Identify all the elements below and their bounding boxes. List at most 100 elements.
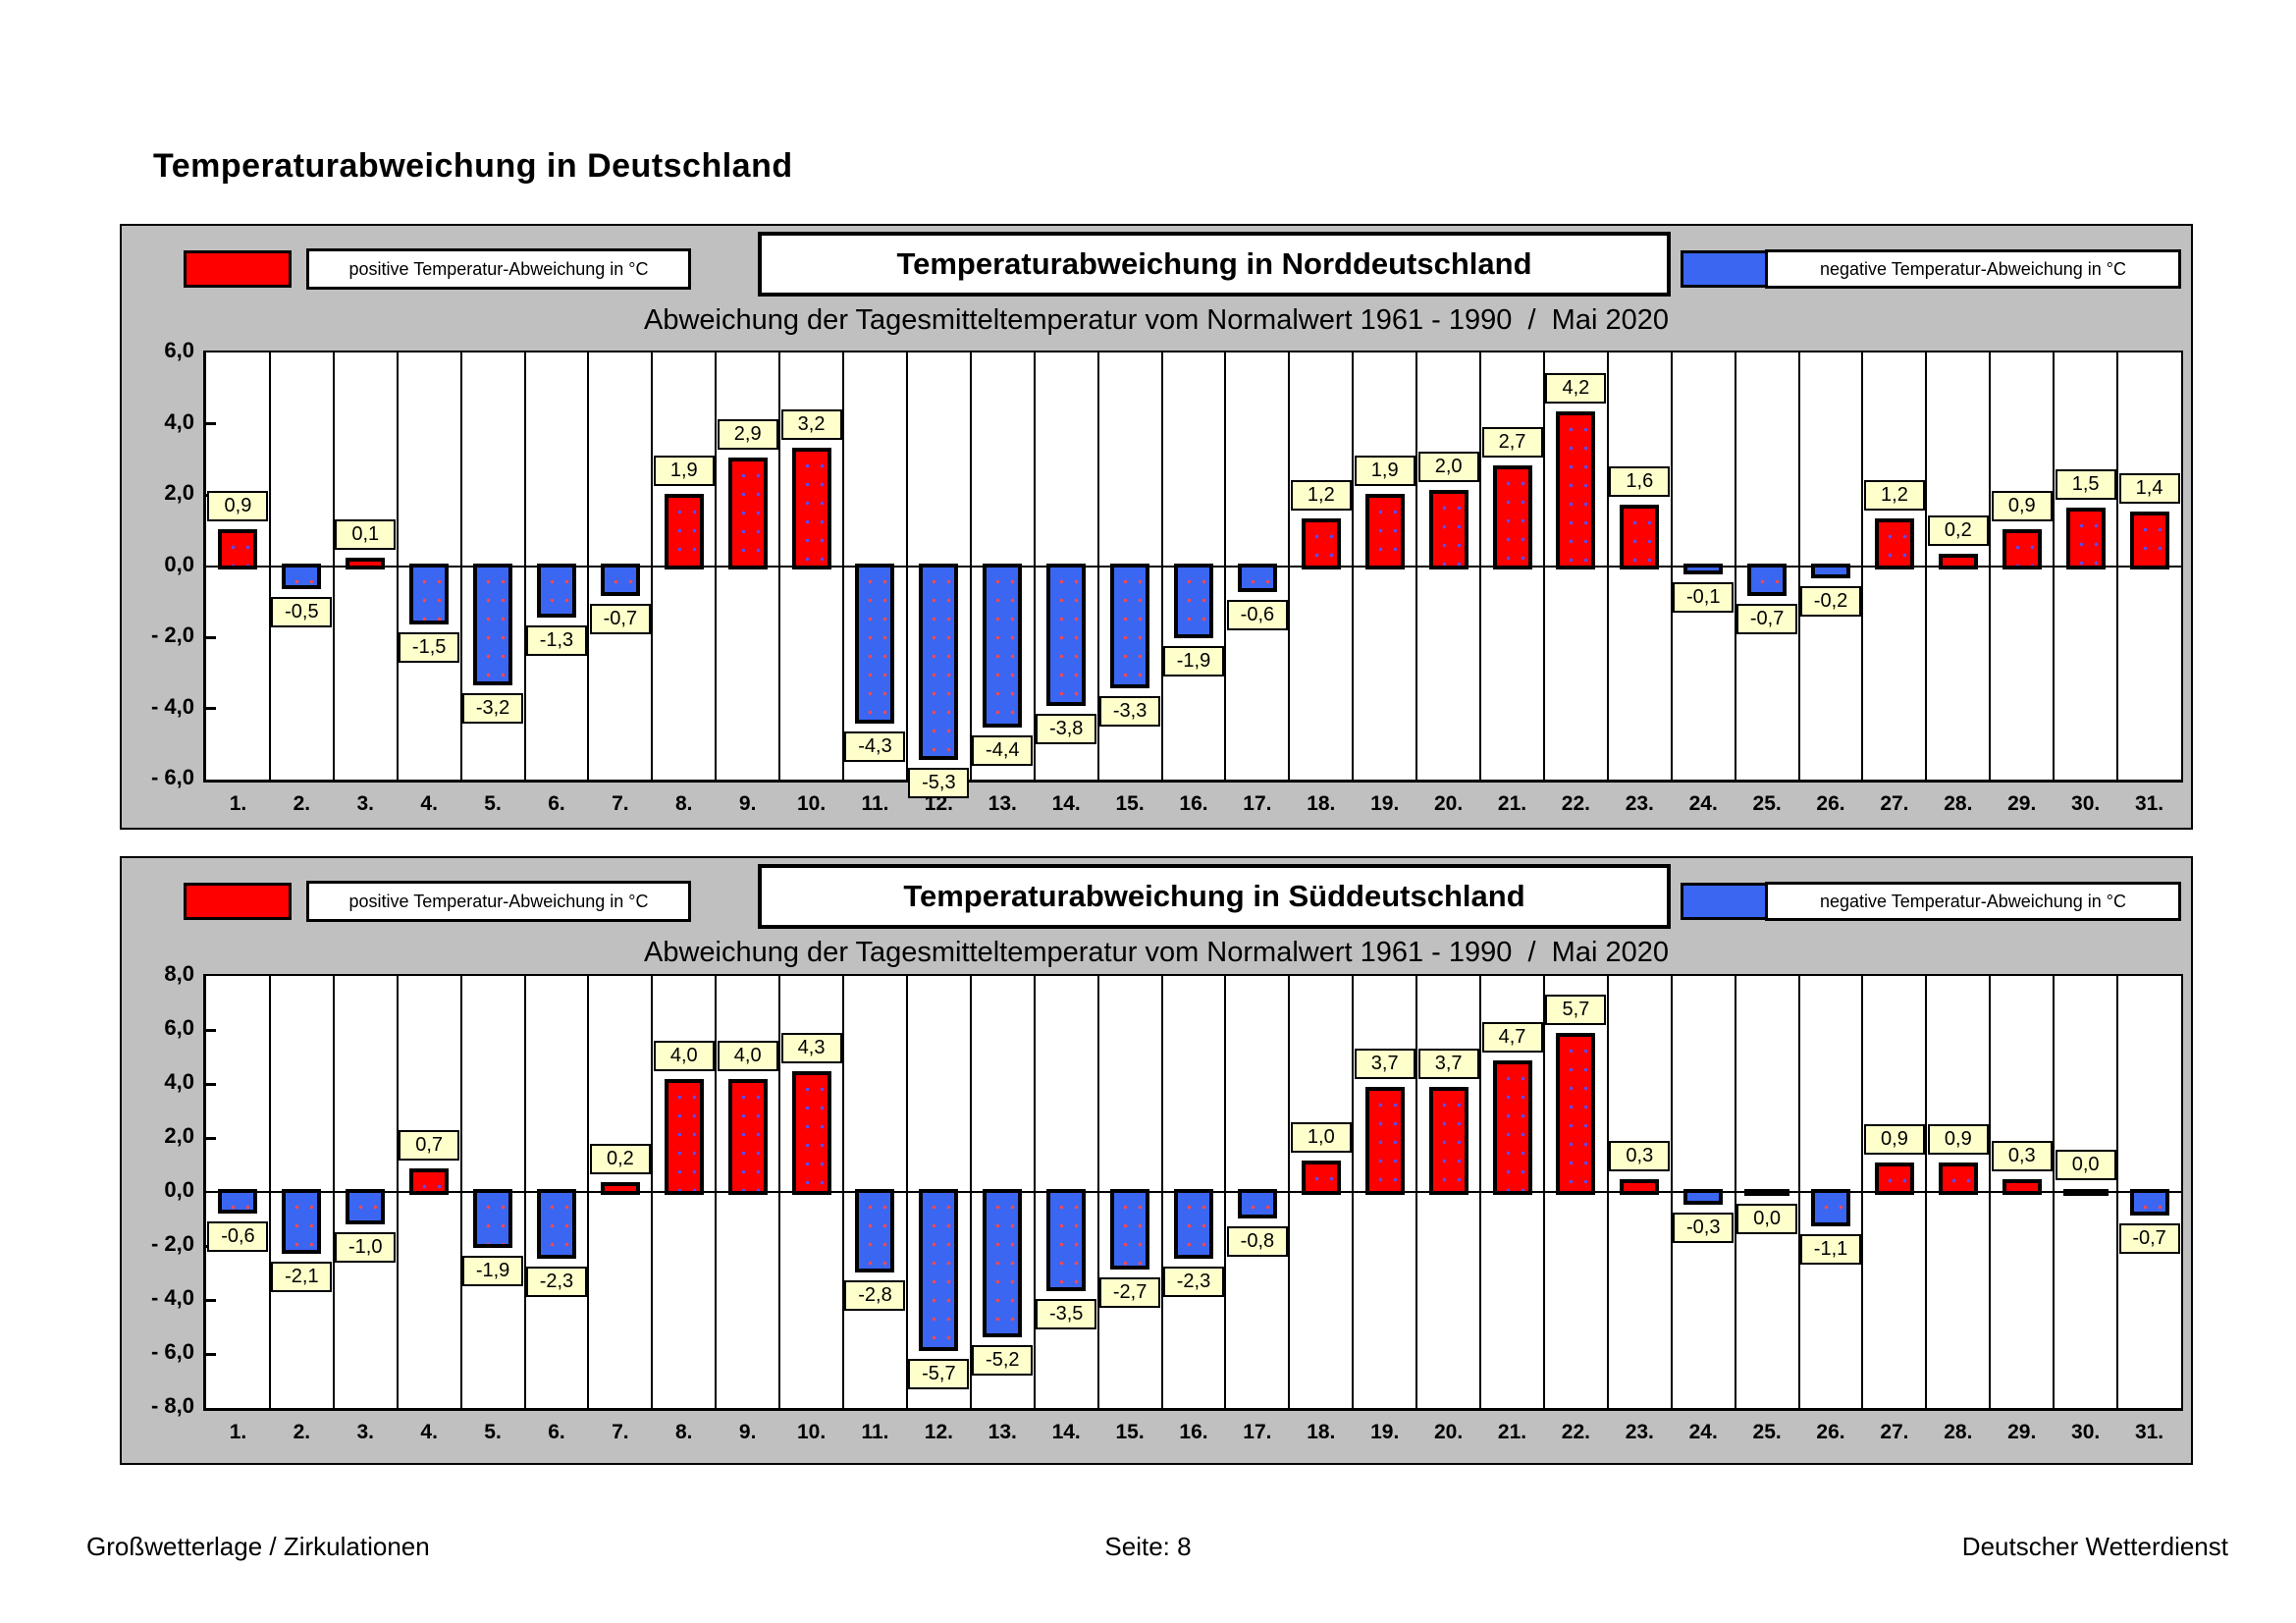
y-axis-tick xyxy=(206,1082,216,1086)
x-axis-label-day: 2. xyxy=(293,1421,311,1443)
bar-value-label-day-19: 1,9 xyxy=(1354,455,1415,486)
bar-day-16 xyxy=(1174,563,1213,639)
bar-day-16 xyxy=(1174,1189,1213,1260)
y-axis-label: 2,0 xyxy=(164,1123,194,1148)
bar-value-label-day-16: -2,3 xyxy=(1163,1267,1224,1298)
y-axis-label: 8,0 xyxy=(164,961,194,986)
bar-value-label-day-7: -0,7 xyxy=(589,603,651,634)
bar-value-label-day-20: 3,7 xyxy=(1417,1049,1479,1080)
bar-day-15 xyxy=(1110,563,1150,689)
x-axis-label-day: 6. xyxy=(548,1421,565,1443)
bar-value-label-day-15: -2,7 xyxy=(1099,1277,1161,1309)
x-axis-label-day: 30. xyxy=(2071,1421,2101,1443)
bar-day-8 xyxy=(664,493,704,569)
y-axis-tick xyxy=(206,1028,216,1032)
x-axis-label-day: 23. xyxy=(1625,792,1654,815)
bar-value-label-day-10: 3,2 xyxy=(780,408,842,440)
x-axis-label-day: 3. xyxy=(356,1421,374,1443)
bar-day-23 xyxy=(1620,504,1660,569)
footer-left: Großwetterlage / Zirkulationen xyxy=(86,1532,430,1561)
x-axis-label-day: 27. xyxy=(1880,792,1909,815)
bar-day-19 xyxy=(1364,1087,1405,1195)
y-axis-tick xyxy=(206,635,216,639)
bar-day-30 xyxy=(2065,508,2106,569)
legend-positive-label-box: positive Temperatur-Abweichung in °C xyxy=(306,248,691,290)
bar-day-23 xyxy=(1620,1178,1660,1195)
bar-day-18 xyxy=(1301,1160,1341,1195)
bar-value-label-day-9: 4,0 xyxy=(717,1041,778,1071)
bar-value-label-day-15: -3,3 xyxy=(1099,696,1161,728)
y-axis-label: 6,0 xyxy=(164,338,194,362)
bar-value-label-day-13: -4,4 xyxy=(972,735,1034,766)
x-axis-label-day: 12. xyxy=(924,792,953,815)
bar-value-label-day-14: -3,8 xyxy=(1036,714,1097,745)
legend-positive-label: positive Temperatur-Abweichung in °C xyxy=(348,891,649,911)
bar-day-6 xyxy=(536,1189,576,1260)
footer-center: Seite: 8 xyxy=(1104,1532,1192,1561)
x-axis-label-day: 31. xyxy=(2134,1421,2164,1443)
bar-day-6 xyxy=(536,563,576,618)
bar-day-12 xyxy=(919,1189,959,1351)
y-axis-tick xyxy=(206,1352,216,1356)
bar-day-2 xyxy=(282,563,322,589)
bar-day-19 xyxy=(1364,493,1405,569)
bar-value-label-day-25: -0,7 xyxy=(1736,603,1798,634)
bar-value-label-day-8: 4,0 xyxy=(653,1041,715,1071)
bar-value-label-day-22: 4,2 xyxy=(1545,373,1607,405)
x-axis-label-day: 11. xyxy=(861,1421,889,1443)
bar-day-17 xyxy=(1237,1189,1277,1218)
legend-negative-label: negative Temperatur-Abweichung in °C xyxy=(1819,258,2127,279)
bar-value-label-day-31: 1,4 xyxy=(2118,472,2180,504)
bar-day-22 xyxy=(1556,411,1596,569)
bar-value-label-day-29: 0,9 xyxy=(1991,490,2053,521)
bar-value-label-day-7: 0,2 xyxy=(589,1143,651,1174)
bar-value-label-day-5: -3,2 xyxy=(462,692,524,724)
bar-value-label-day-4: 0,7 xyxy=(399,1129,460,1161)
bar-value-label-day-27: 0,9 xyxy=(1863,1124,1925,1156)
bar-value-label-day-28: 0,9 xyxy=(1927,1124,1989,1156)
bar-day-7 xyxy=(600,1181,640,1195)
x-axis-label-day: 16. xyxy=(1179,1421,1208,1443)
bar-day-26 xyxy=(1811,1189,1851,1227)
bar-day-7 xyxy=(600,563,640,596)
legend-negative-label-box: negative Temperatur-Abweichung in °C xyxy=(1765,882,2181,921)
bar-day-31 xyxy=(2129,1189,2169,1217)
x-axis-label-day: 8. xyxy=(675,792,693,815)
bar-value-label-day-26: -0,2 xyxy=(1800,585,1862,617)
x-axis-label-day: 13. xyxy=(988,1421,1017,1443)
bar-value-label-day-20: 2,0 xyxy=(1417,452,1479,482)
bar-value-label-day-26: -1,1 xyxy=(1800,1234,1862,1266)
bar-value-label-day-12: -5,7 xyxy=(908,1358,970,1389)
bar-day-4 xyxy=(409,1167,450,1195)
x-axis-label-day: 22. xyxy=(1561,1421,1590,1443)
bar-day-5 xyxy=(473,563,513,685)
x-axis-label-day: 24. xyxy=(1688,792,1718,815)
bar-day-14 xyxy=(1046,563,1087,707)
bar-value-label-day-11: -4,3 xyxy=(844,731,906,763)
x-axis-label-day: 25. xyxy=(1752,792,1782,815)
bar-value-label-day-24: -0,3 xyxy=(1673,1213,1735,1244)
bar-value-label-day-29: 0,3 xyxy=(1991,1140,2053,1171)
bar-value-label-day-1: -0,6 xyxy=(207,1220,269,1252)
x-axis-label-day: 31. xyxy=(2134,792,2164,815)
bar-value-label-day-30: 0,0 xyxy=(2055,1150,2116,1180)
x-axis-label-day: 30. xyxy=(2071,792,2101,815)
bar-value-label-day-17: -0,6 xyxy=(1226,600,1288,631)
bar-value-label-day-17: -0,8 xyxy=(1226,1226,1288,1257)
chart-panel-sueddeutschland: positive Temperatur-Abweichung in °C Tem… xyxy=(120,856,2193,1465)
bar-day-28 xyxy=(1938,554,1978,569)
y-axis-tick xyxy=(206,1298,216,1302)
chart-title-text: Temperaturabweichung in Norddeutschland xyxy=(896,246,1532,281)
bar-day-27 xyxy=(1874,1163,1914,1195)
bar-day-14 xyxy=(1046,1189,1087,1292)
chart-title-text: Temperaturabweichung in Süddeutschland xyxy=(903,879,1525,913)
legend-positive-label: positive Temperatur-Abweichung in °C xyxy=(348,258,649,279)
x-axis-label-day: 9. xyxy=(738,1421,757,1443)
x-axis-label-day: 23. xyxy=(1625,1421,1654,1443)
bar-day-29 xyxy=(2002,528,2042,569)
bar-value-label-day-22: 5,7 xyxy=(1545,995,1607,1026)
x-axis-label-day: 14. xyxy=(1051,792,1081,815)
bar-day-8 xyxy=(664,1079,704,1195)
x-axis-label-day: 19. xyxy=(1370,792,1400,815)
bar-day-4 xyxy=(409,563,450,624)
